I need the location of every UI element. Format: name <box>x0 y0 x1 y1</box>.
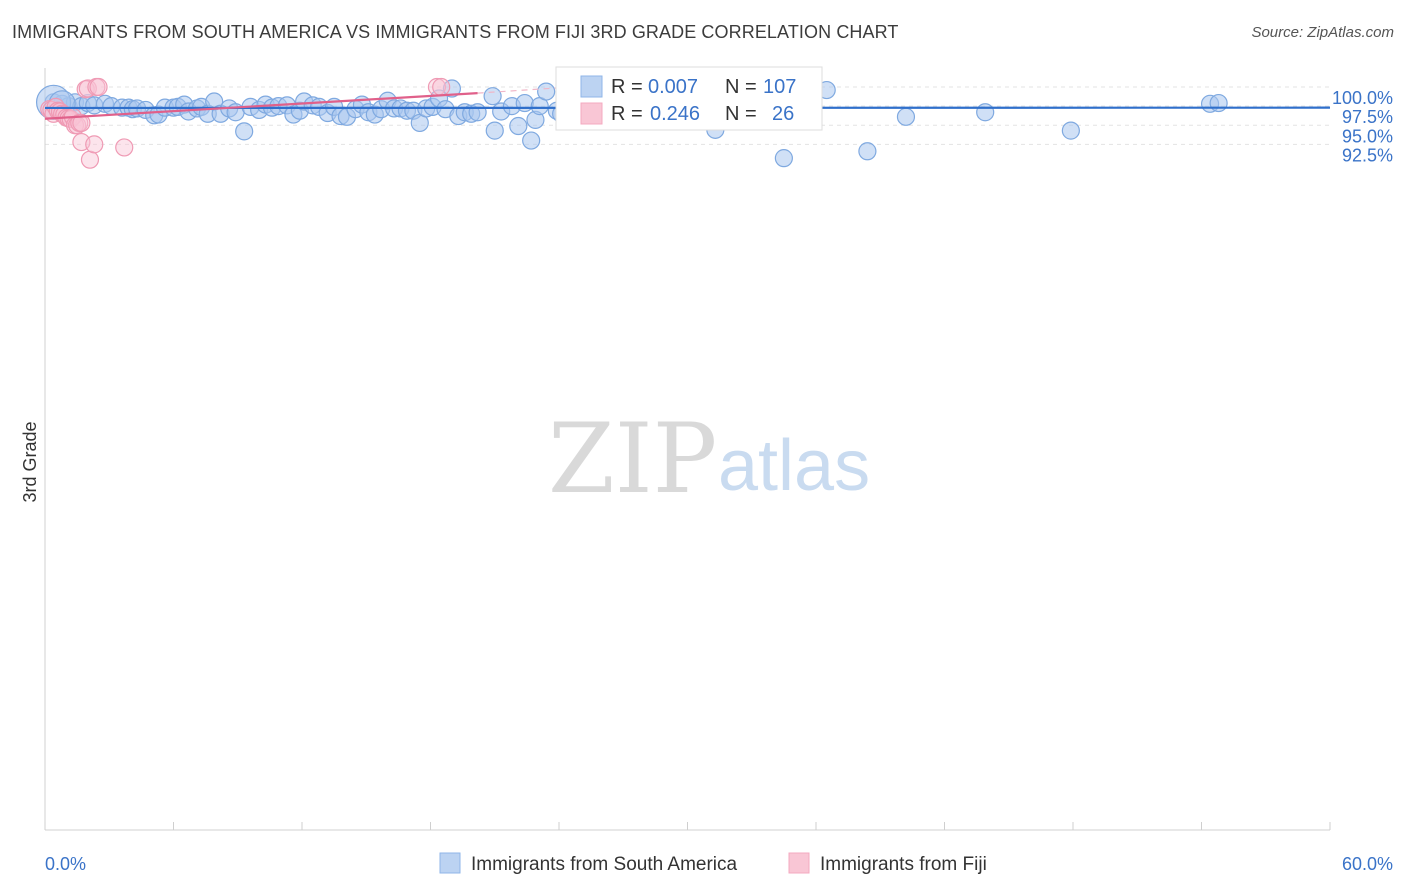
point-south-america <box>896 107 916 126</box>
point-south-america <box>485 121 504 140</box>
point-south-america <box>522 131 541 150</box>
legend-n-value-south-america: 107 <box>763 76 796 98</box>
watermark-atlas: atlas <box>718 426 870 506</box>
point-south-america <box>537 82 556 101</box>
chart-title: IMMIGRANTS FROM SOUTH AMERICA VS IMMIGRA… <box>12 22 899 42</box>
point-south-america <box>515 93 534 113</box>
series-fiji-points <box>40 77 451 169</box>
y-axis-label: 3rd Grade <box>20 421 40 502</box>
x-tick-label-min: 0.0% <box>45 854 86 874</box>
legend-n-value-fiji: 26 <box>772 103 794 125</box>
legend-box: R = 0.007 N = 107 R = 0.246 N = 26 <box>555 66 823 131</box>
bottom-legend-label-south-america: Immigrants from South America <box>471 854 738 875</box>
legend-swatch-south-america <box>580 75 603 98</box>
point-south-america <box>976 103 995 122</box>
x-tick-label-max: 60.0% <box>1342 854 1393 874</box>
bottom-legend-label-fiji: Immigrants from Fiji <box>820 854 987 875</box>
x-ticks <box>44 822 1331 830</box>
trendline-fiji-extension <box>477 86 566 94</box>
y-tick-label: 97.5% <box>1342 107 1393 127</box>
watermark: ZIP atlas <box>548 403 870 515</box>
y-tick-label: 92.5% <box>1342 145 1393 165</box>
point-south-america <box>235 122 254 141</box>
legend-swatch-fiji <box>580 102 603 125</box>
watermark-zip: ZIP <box>548 403 717 515</box>
point-south-america <box>1209 93 1228 113</box>
bottom-legend: Immigrants from South America Immigrants… <box>439 852 987 875</box>
trendline-fiji <box>44 92 478 120</box>
y-tick-labels: 92.5%95.0%97.5%100.0% <box>1332 88 1393 165</box>
point-fiji <box>80 150 100 169</box>
legend-r-label-south-america: R = <box>611 76 643 98</box>
point-south-america <box>483 87 502 106</box>
legend-n-label-fiji: N = <box>725 103 757 125</box>
point-fiji <box>85 135 104 154</box>
point-south-america <box>774 149 793 168</box>
legend-r-value-fiji: 0.246 <box>650 103 700 125</box>
point-fiji <box>72 113 91 133</box>
bottom-legend-swatch-fiji <box>788 852 810 874</box>
point-fiji <box>89 77 108 97</box>
point-south-america <box>468 103 487 122</box>
y-tick-label: 95.0% <box>1342 126 1393 146</box>
point-fiji <box>115 138 134 157</box>
legend-r-value-south-america: 0.007 <box>648 76 698 98</box>
bottom-legend-swatch-south-america <box>439 852 461 874</box>
point-south-america <box>1061 121 1080 140</box>
y-tick-label: 100.0% <box>1332 88 1393 108</box>
legend-r-label-fiji: R = <box>611 103 643 125</box>
source-label: Source: ZipAtlas.com <box>1251 24 1394 41</box>
point-fiji <box>432 77 451 97</box>
legend-n-label-south-america: N = <box>725 76 757 98</box>
point-south-america <box>858 142 877 161</box>
point-south-america <box>509 116 528 136</box>
